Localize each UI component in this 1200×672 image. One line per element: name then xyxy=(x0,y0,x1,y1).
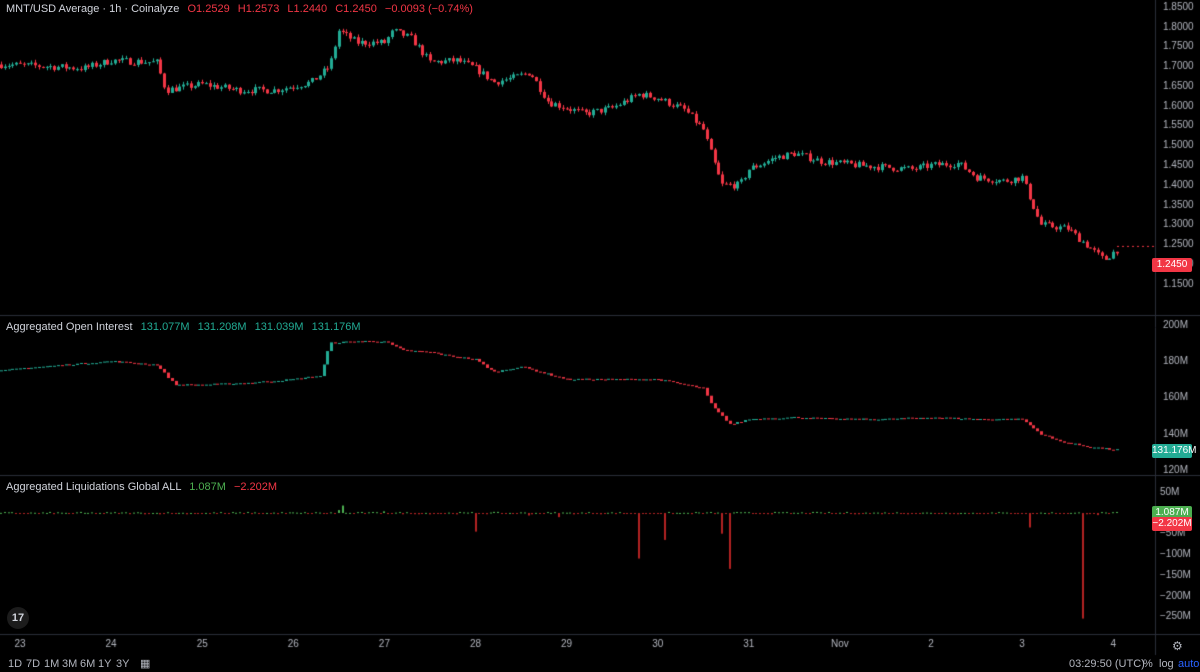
ohlc-change: −0.0093 (−0.74%) xyxy=(384,3,473,15)
percent-toggle[interactable]: % xyxy=(1143,658,1153,670)
liq-short-value: −2.202M xyxy=(233,481,278,493)
timeframe-6m[interactable]: 6M xyxy=(80,658,96,670)
settings-gear-icon[interactable]: ⚙ xyxy=(1172,639,1183,653)
oi-pane-title: Aggregated Open Interest xyxy=(6,321,133,333)
auto-toggle[interactable]: auto xyxy=(1178,658,1200,670)
oi-value-open: 131.077M xyxy=(140,321,190,333)
oi-legend: Aggregated Open Interest 131.077M 131.20… xyxy=(6,321,361,333)
timeframe-3y[interactable]: 3Y xyxy=(116,658,130,670)
ohlc-open: O1.2529 xyxy=(187,3,230,15)
timeframe-1y[interactable]: 1Y xyxy=(98,658,112,670)
timeframe-1d[interactable]: 1D xyxy=(8,658,23,670)
utc-clock[interactable]: 03:29:50 (UTC) xyxy=(1069,658,1145,670)
ohlc-low: L1.2440 xyxy=(287,3,328,15)
liq-legend: Aggregated Liquidations Global ALL 1.087… xyxy=(6,481,277,493)
liq-pane-title: Aggregated Liquidations Global ALL xyxy=(6,481,182,493)
oi-last-tag: 131.176M xyxy=(1152,444,1197,458)
timeframe-7d[interactable]: 7D xyxy=(26,658,41,670)
liq-long-value: 1.087M xyxy=(189,481,226,493)
ohlc-high: H1.2573 xyxy=(237,3,280,15)
calendar-icon[interactable]: ▦ xyxy=(140,658,151,670)
oi-value-high: 131.208M xyxy=(197,321,247,333)
oi-value-close: 131.176M xyxy=(311,321,361,333)
liq-long-tag: 1.087M xyxy=(1152,506,1192,520)
oi-value-low: 131.039M xyxy=(254,321,304,333)
timeframe-3m[interactable]: 3M xyxy=(62,658,78,670)
liq-short-tag: −2.202M xyxy=(1152,517,1192,531)
timeframe-1m[interactable]: 1M xyxy=(44,658,60,670)
bottom-toolbar: 1D 7D 1M 3M 6M 1Y 3Y ▦ 03:29:50 (UTC) % … xyxy=(0,655,1200,672)
price-legend: MNT/USD Average · 1h · Coinalyze O1.2529… xyxy=(6,3,473,15)
price-pane-title: MNT/USD Average · 1h · Coinalyze xyxy=(6,3,180,15)
log-toggle[interactable]: log xyxy=(1159,658,1174,670)
ohlc-close: C1.2450 xyxy=(335,3,377,15)
last-price-tag: 1.2450 xyxy=(1152,258,1192,272)
tradingview-logo[interactable]: 17 xyxy=(7,607,29,629)
